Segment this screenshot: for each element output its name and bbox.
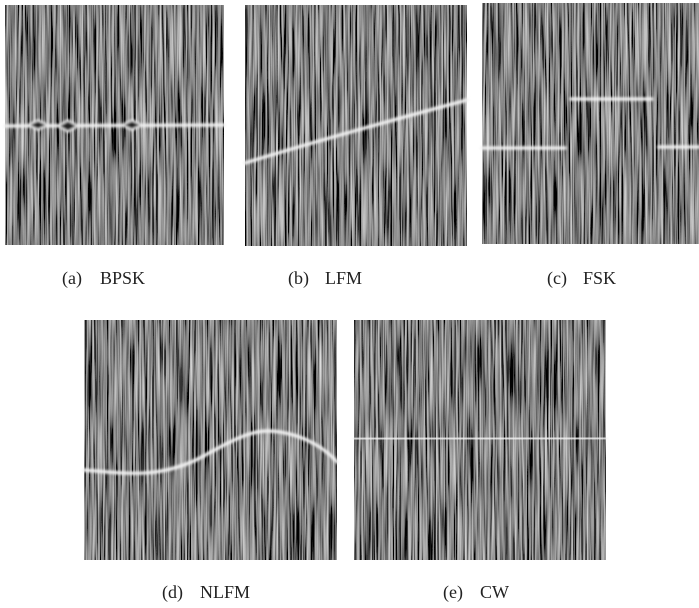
caption-d: (d) NLFM <box>162 582 250 603</box>
caption-a: (a) BPSK <box>62 268 145 289</box>
caption-tag: (d) <box>162 582 183 603</box>
caption-name: NLFM <box>200 582 250 602</box>
caption-name: BPSK <box>100 268 145 288</box>
panel-c <box>480 3 699 244</box>
caption-b: (b) LFM <box>288 268 362 289</box>
caption-tag: (a) <box>62 268 82 289</box>
caption-tag: (c) <box>547 268 567 289</box>
caption-tag: (e) <box>443 582 463 603</box>
caption-name: CW <box>480 582 509 602</box>
panel-d <box>82 320 339 560</box>
panel-e <box>352 320 608 560</box>
caption-e: (e) CW <box>443 582 509 603</box>
caption-name: FSK <box>583 268 616 288</box>
caption-c: (c) FSK <box>547 268 616 289</box>
caption-name: LFM <box>325 268 362 288</box>
panel-a <box>3 5 226 245</box>
caption-tag: (b) <box>288 268 309 289</box>
panel-b <box>243 5 469 246</box>
